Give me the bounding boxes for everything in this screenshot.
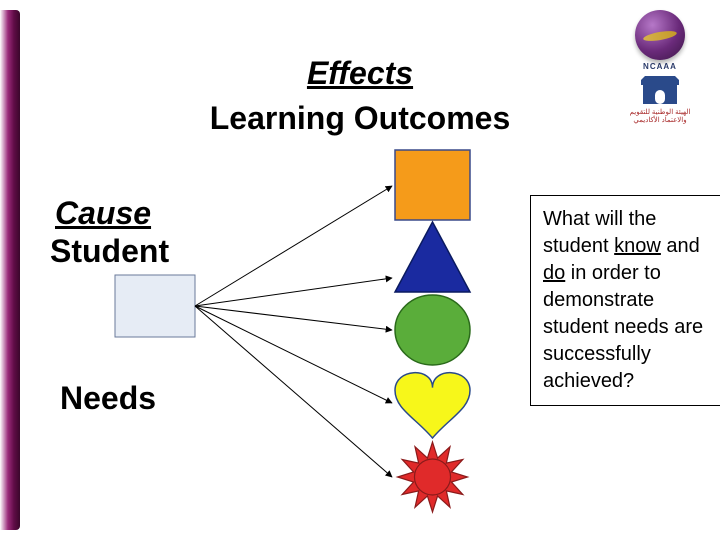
arrow-2	[195, 306, 392, 330]
green-circle	[395, 295, 470, 365]
yellow-heart	[395, 373, 470, 438]
slide-root: NCAAA الهيئة الوطنية للتقويم والاعتماد ا…	[0, 0, 720, 540]
sidebox-segment: in order to demonstrate student needs ar…	[543, 262, 703, 392]
arrow-0	[195, 186, 392, 306]
red-sun	[398, 442, 468, 512]
label-student: Student	[50, 233, 169, 270]
sidebox-segment: know	[614, 235, 661, 257]
title-effects: Effects	[0, 55, 720, 92]
label-needs: Needs	[60, 380, 156, 417]
title-outcomes: Learning Outcomes	[0, 100, 720, 137]
sidebox-segment: do	[543, 262, 565, 284]
globe-icon	[635, 10, 685, 60]
source-box	[115, 275, 195, 337]
blue-triangle	[395, 222, 470, 292]
arrow-3	[195, 306, 392, 403]
outcome-question-box: What will the student know and do in ord…	[530, 195, 720, 406]
sidebox-segment: and	[661, 235, 700, 257]
label-cause: Cause	[55, 195, 151, 232]
arrow-1	[195, 278, 392, 306]
orange-square	[395, 150, 470, 220]
arrow-4	[195, 306, 392, 477]
